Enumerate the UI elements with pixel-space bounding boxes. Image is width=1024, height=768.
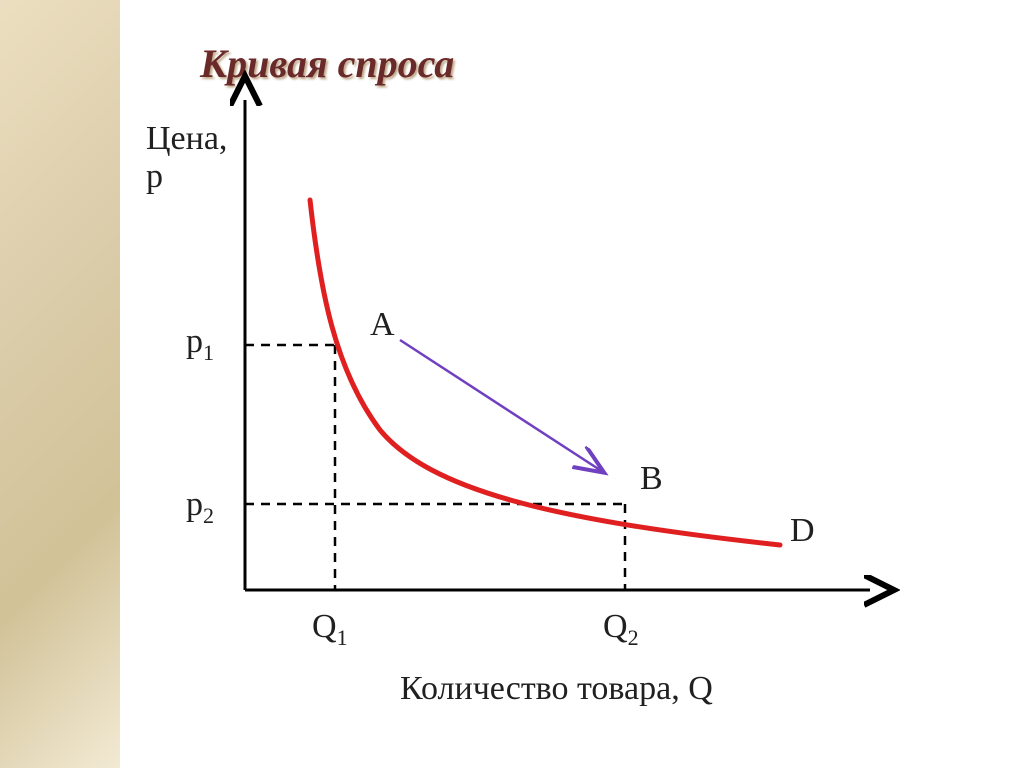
demand-chart — [0, 0, 1024, 768]
movement-arrow — [400, 340, 600, 470]
demand-curve — [310, 200, 780, 545]
